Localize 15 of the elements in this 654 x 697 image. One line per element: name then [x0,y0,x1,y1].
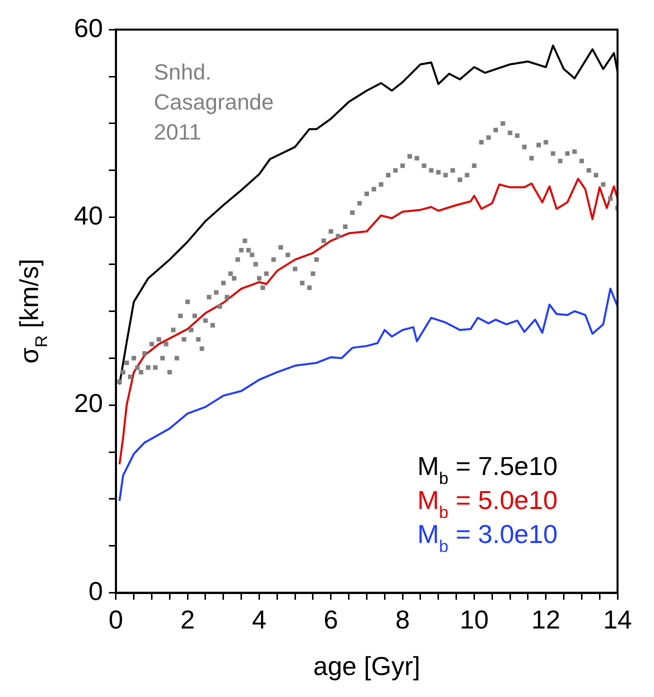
x-tick-label: 8 [395,604,410,635]
y-tick-label: 20 [74,388,103,418]
y-tick-label: 60 [74,12,103,43]
y-tick-label: 40 [74,200,103,231]
annotation: Snhd. Casagrande 2011 [154,60,274,145]
y-tick-label: 0 [88,576,103,606]
x-tick-label: 12 [531,604,560,635]
x-tick-label: 14 [603,604,632,635]
x-tick-label: 4 [252,604,266,635]
x-tick-label: 6 [324,604,338,635]
y-axis-title: σR [km/s] [14,258,52,364]
x-tick-label: 10 [460,604,489,635]
x-tick-label: 0 [108,604,124,635]
x-axis-title: age [Gyr] [313,651,420,681]
x-tick-label: 2 [180,604,195,635]
